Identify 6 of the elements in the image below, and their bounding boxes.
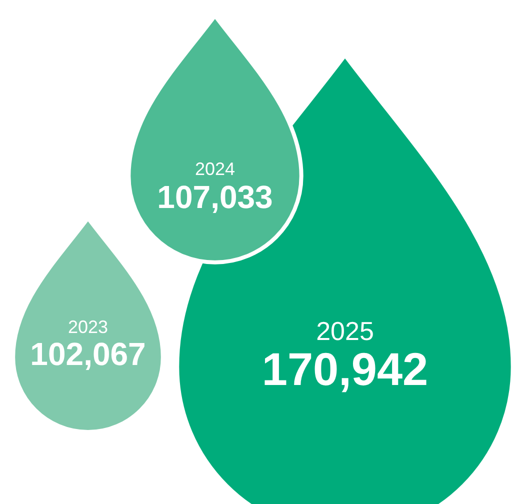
data-label: 170,942 <box>262 343 428 395</box>
category-label: 2023 <box>68 317 108 337</box>
data-label: 102,067 <box>30 336 146 372</box>
category-label: 2025 <box>316 316 374 346</box>
data-label: 107,033 <box>157 179 273 215</box>
category-label: 2024 <box>194 159 236 179</box>
